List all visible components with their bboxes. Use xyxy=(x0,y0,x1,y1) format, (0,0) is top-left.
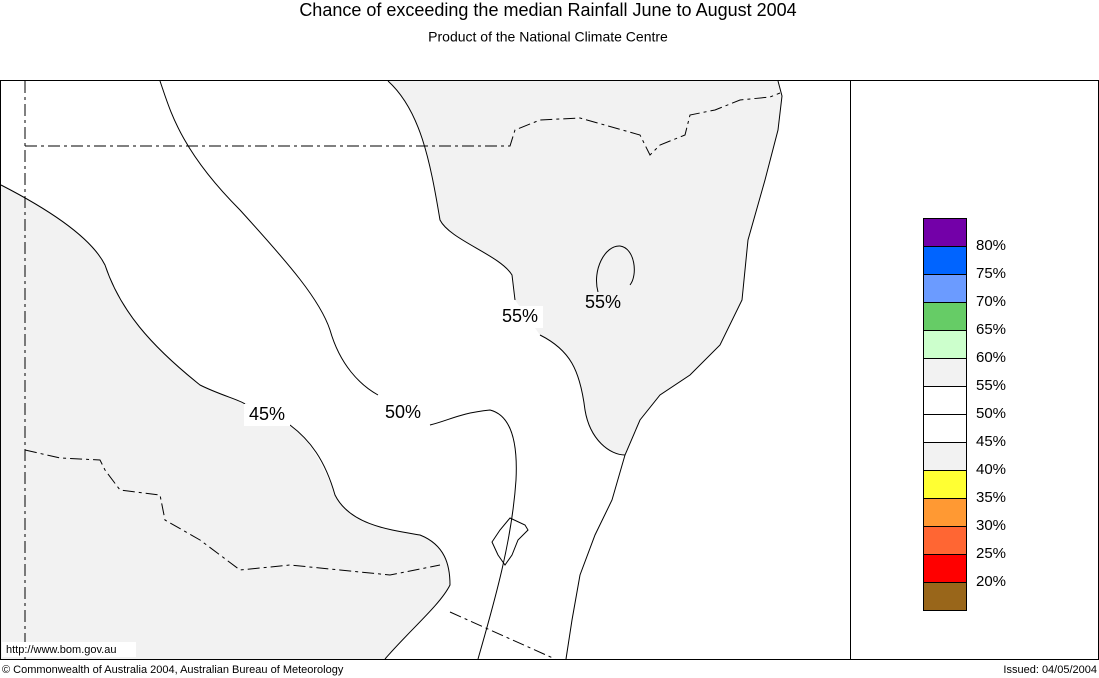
contour-50 xyxy=(159,80,517,660)
copyright: © Commonwealth of Australia 2004, Austra… xyxy=(2,664,344,676)
legend-label: 35% xyxy=(976,489,1006,506)
region-below-45 xyxy=(1,185,450,659)
legend-swatch xyxy=(923,246,967,275)
legend-label: 80% xyxy=(976,237,1006,254)
url: http://www.bom.gov.au xyxy=(6,644,116,656)
legend-label: 40% xyxy=(976,461,1006,478)
contour-label: 45% xyxy=(249,404,285,424)
legend-swatch xyxy=(923,470,967,499)
label-bg xyxy=(497,306,543,328)
legend-swatch xyxy=(923,218,967,247)
title: Chance of exceeding the median Rainfall … xyxy=(299,0,796,20)
subtitle: Product of the National Climate Centre xyxy=(428,29,668,45)
url-bg xyxy=(2,642,136,657)
contour-55 xyxy=(387,80,626,456)
contour-label: 55% xyxy=(585,292,621,312)
legend-label: 60% xyxy=(976,349,1006,366)
issued: Issued: 04/05/2004 xyxy=(1003,664,1097,676)
map: 55% 55% 50% 45% http://www.bom.gov.au xyxy=(0,80,851,660)
legend-swatch xyxy=(923,330,967,359)
legend-swatch xyxy=(923,526,967,555)
label-bg xyxy=(244,404,290,426)
legend-label: 50% xyxy=(976,405,1006,422)
legend-swatch xyxy=(923,442,967,471)
legend-swatch xyxy=(923,302,967,331)
legend-label: 20% xyxy=(976,573,1006,590)
legend-label: 75% xyxy=(976,265,1006,282)
legend-swatch xyxy=(923,414,967,443)
contour-55-closed xyxy=(596,245,635,293)
legend-label: 55% xyxy=(976,377,1006,394)
state-border xyxy=(25,92,781,156)
legend-label: 25% xyxy=(976,545,1006,562)
contour-label: 55% xyxy=(502,306,538,326)
act-outline xyxy=(491,517,529,566)
legend-label: 70% xyxy=(976,293,1006,310)
legend-swatch xyxy=(923,554,967,583)
label-bg xyxy=(580,292,626,314)
legend: 80% 75% 70% 65% 60% 55% 50% 45% 40% 35% 30% 25% 20% xyxy=(850,80,1099,660)
legend-swatch xyxy=(923,358,967,387)
legend-label: 65% xyxy=(976,321,1006,338)
region-above-55 xyxy=(388,81,782,455)
contour-45 xyxy=(0,184,451,660)
legend-swatch xyxy=(923,582,967,611)
legend-label: 30% xyxy=(976,517,1006,534)
contour-label: 50% xyxy=(385,402,421,422)
legend-frame xyxy=(850,80,1099,660)
state-border xyxy=(449,611,556,660)
legend-swatch xyxy=(923,386,967,415)
state-border xyxy=(24,449,441,576)
legend-swatch xyxy=(923,498,967,527)
label-bg xyxy=(380,402,426,424)
legend-label: 45% xyxy=(976,433,1006,450)
legend-swatch xyxy=(923,274,967,303)
coastline xyxy=(565,80,783,660)
